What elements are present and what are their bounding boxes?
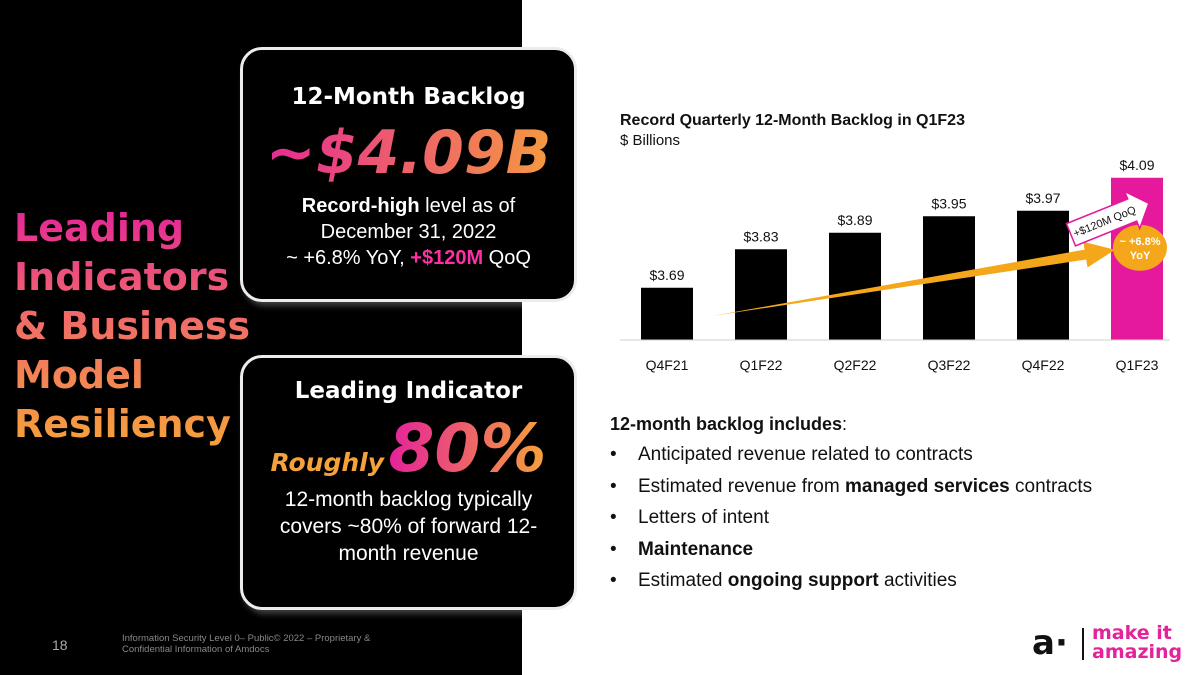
bar (1017, 210, 1069, 340)
item-text: Estimated revenue from (638, 475, 845, 497)
bullet-dot: • (610, 475, 617, 497)
yoy-badge (1113, 224, 1167, 271)
data-label: $3.95 (931, 195, 966, 211)
bullets-heading-bold: 12-month backlog includes (610, 414, 843, 434)
logo-word-make-it: make it (1092, 622, 1172, 644)
footer-note: Information Security Level 0– Public© 20… (122, 633, 371, 655)
section-title-line: Resiliency (14, 402, 231, 446)
bullet-dot: • (610, 507, 617, 528)
backlog-value: ~$4.09B (243, 118, 574, 188)
list-item: • Maintenance (610, 536, 1092, 568)
indicator-value-row: Roughly 80% (243, 416, 574, 482)
item-text: Anticipated revenue related to contracts (638, 444, 973, 465)
backlog-card-heading: 12-Month Backlog (291, 84, 526, 110)
item-text: activities (878, 570, 957, 591)
bullet-dot: • (610, 570, 617, 591)
x-tick-label: Q2F22 (834, 357, 877, 373)
yoy-annotation: ~ +6.8% (1120, 236, 1161, 248)
x-tick-label: Q1F23 (1116, 357, 1159, 373)
backlog-yoy: ~ +6.8% YoY, (286, 247, 411, 269)
backlog-bar-chart: $3.69 Q4F21 $3.83 Q1F22 $3.89 Q2F22 $3.95 Q3F22… (620, 157, 1170, 373)
backlog-description: Record-high level as of December 31, 202… (253, 193, 564, 271)
section-title: Leading Indicators & Business Model Resi… (14, 204, 250, 449)
qoq-arrow-shape (1065, 189, 1150, 247)
data-label: $4.09 (1119, 157, 1154, 173)
bar (735, 249, 787, 340)
bar (829, 232, 881, 340)
item-bold: managed services (844, 475, 1010, 497)
backlog-date: December 31, 2022 (320, 221, 497, 243)
section-title-line: Indicators (14, 255, 230, 299)
logo-divider (1082, 628, 1084, 660)
roughly-label: Roughly (270, 448, 385, 477)
backlog-qoq-value: +$120M (410, 247, 484, 269)
section-title-line: Model (14, 353, 144, 397)
backlog-qoq-suffix: QoQ (483, 247, 531, 269)
indicator-percent: 80% (388, 410, 547, 487)
backlog-card: 12-Month Backlog ~$4.09B Record-high lev… (240, 47, 577, 302)
x-tick-label: Q4F22 (1022, 357, 1065, 373)
backlog-includes-list: • Anticipated revenue related to contract… (610, 441, 1092, 599)
section-title-line: & Business (14, 304, 251, 348)
item-text: Letters of intent (638, 507, 769, 528)
amdocs-logo: a· make it amazing (1032, 622, 1182, 666)
bullets-heading: 12-month backlog includes: (610, 414, 847, 435)
data-label: $3.83 (743, 228, 778, 244)
list-item: • Letters of intent (610, 504, 1092, 536)
amdocs-mark-icon: a· (1032, 623, 1068, 663)
list-item: • Estimated ongoing support activities (610, 567, 1092, 599)
bullet-dot: • (610, 444, 617, 465)
item-text: Estimated (638, 570, 728, 591)
list-item: • Estimated revenue from managed services… (610, 473, 1092, 505)
x-tick-label: Q4F21 (646, 357, 689, 373)
bar (641, 287, 693, 340)
chart-subtitle: $ Billions (620, 132, 681, 149)
item-text: contracts (1009, 475, 1093, 497)
item-bold: ongoing support (727, 570, 879, 591)
x-tick-label: Q3F22 (928, 357, 971, 373)
leading-indicator-card: Leading Indicator Roughly 80% 12-month b… (240, 355, 577, 610)
data-label: $3.89 (837, 212, 872, 228)
bullets-heading-colon: : (842, 414, 848, 434)
x-tick-label: Q1F22 (740, 357, 783, 373)
logo-word-amazing: amazing (1092, 641, 1183, 663)
chart-title: Record Quarterly 12-Month Backlog in Q1F… (620, 112, 965, 129)
indicator-description: 12-month backlog typically covers ~80% o… (279, 488, 538, 565)
item-bold: Maintenance (638, 538, 754, 560)
data-label: $3.97 (1025, 190, 1060, 206)
backlog-desc-rest: level as of (419, 195, 516, 217)
list-item: • Anticipated revenue related to contract… (610, 441, 1092, 473)
indicator-card-heading: Leading Indicator (294, 378, 523, 404)
section-title-line: Leading (14, 206, 185, 250)
yoy-annotation: YoY (1130, 250, 1151, 262)
bullet-dot: • (610, 538, 617, 560)
left-panel: Leading Indicators & Business Model Resi… (0, 0, 577, 675)
page-number: 18 (52, 637, 68, 653)
data-label: $3.69 (649, 267, 684, 283)
record-high-label: Record-high (301, 195, 420, 217)
